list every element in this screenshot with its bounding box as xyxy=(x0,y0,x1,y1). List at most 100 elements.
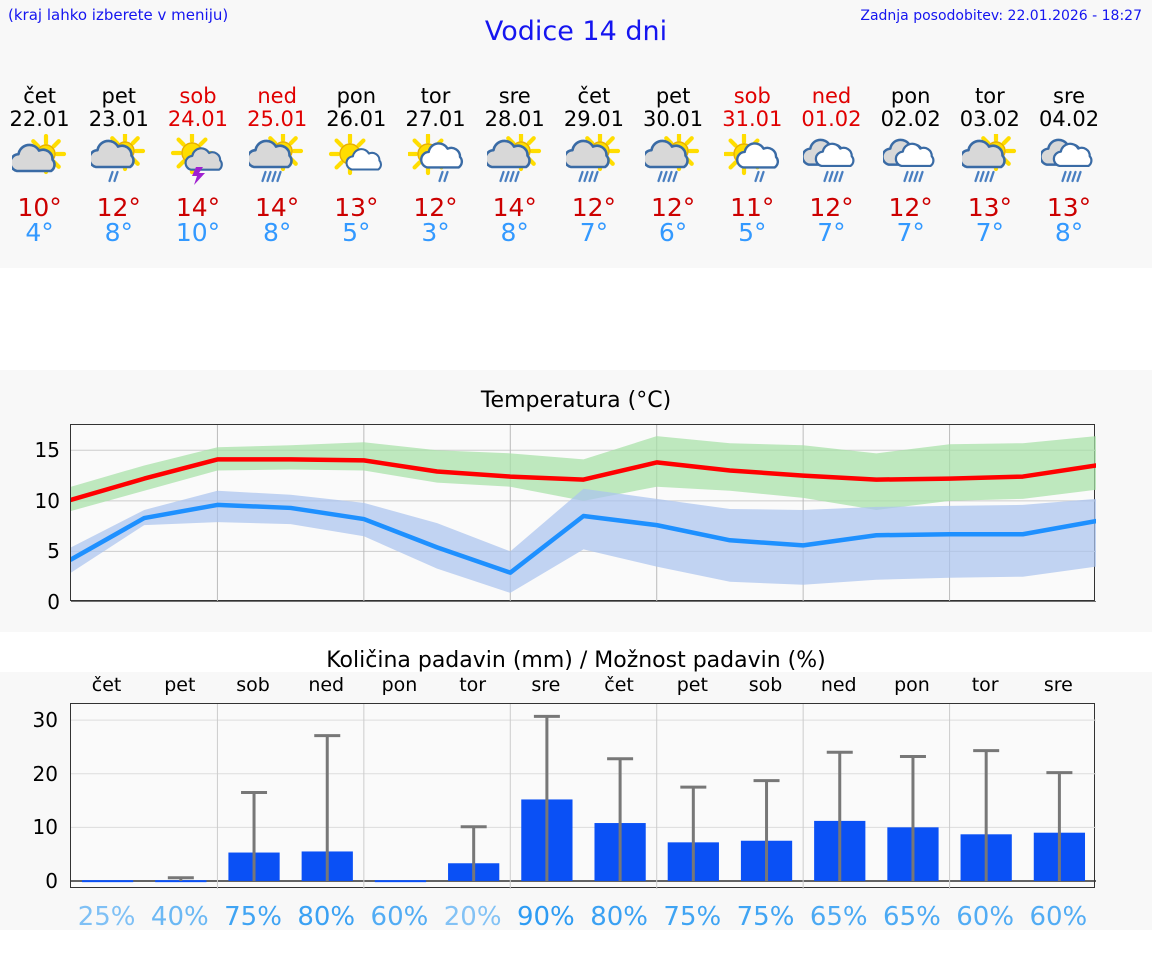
day-max-temp: 11° xyxy=(730,193,775,223)
day-min-temp: 5° xyxy=(738,218,767,248)
temperature-y-tick: 15 xyxy=(34,438,60,463)
day-date: 22.01 xyxy=(9,106,70,131)
forecast-day-5[interactable]: tor 27.01 12° 3° xyxy=(396,84,475,248)
precipitation-probability: 60% xyxy=(370,902,429,932)
day-min-temp: 7° xyxy=(817,218,846,248)
location-menu-hint[interactable]: (kraj lahko izberete v meniju) xyxy=(8,6,229,24)
day-max-temp: 13° xyxy=(334,193,379,223)
last-updated: Zadnja posodobitev: 22.01.2026 - 18:27 xyxy=(860,8,1142,24)
forecast-day-3[interactable]: ned 25.01 14° 8° xyxy=(238,84,317,248)
precipitation-day-label: pon xyxy=(894,674,930,696)
partly-cloudy-rain-icon xyxy=(565,133,622,191)
forecast-day-12[interactable]: tor 03.02 13° 7° xyxy=(950,84,1029,248)
day-date: 27.01 xyxy=(405,106,466,131)
partly-cloudy-rain-icon xyxy=(249,133,305,191)
day-max-temp: 14° xyxy=(175,193,221,223)
forecast-day-0[interactable]: čet 22.01 10° 4° xyxy=(0,84,79,248)
precipitation-day-label: čet xyxy=(604,674,634,696)
day-max-temp: 12° xyxy=(96,193,141,223)
precipitation-day-label: čet xyxy=(91,674,122,696)
precipitation-day-label: pet xyxy=(164,674,196,696)
sun-thunderstorm-icon xyxy=(170,133,226,191)
precipitation-probability: 65% xyxy=(883,902,941,932)
forecast-day-6[interactable]: sre 28.01 14° 8° xyxy=(475,85,554,248)
forecast-day-7[interactable]: čet 29.01 12° 7° xyxy=(554,85,633,247)
day-min-temp: 7° xyxy=(975,218,1005,248)
day-of-week: tor xyxy=(420,84,451,108)
sunny-cloud-icon xyxy=(328,133,384,191)
partly-cloudy-light-rain-icon xyxy=(90,133,147,191)
day-min-temp: 8° xyxy=(500,218,529,248)
page-header: (kraj lahko izberete v meniju) Vodice 14… xyxy=(0,0,1152,85)
day-date: 30.01 xyxy=(643,106,704,131)
partly-cloudy-rain-icon xyxy=(486,133,543,191)
forecast-days-row: čet 22.01 10° 4° pet 23.01 12° 8° sob 24.01 14°… xyxy=(0,84,1152,248)
precipitation-probability: 65% xyxy=(809,902,868,932)
sunny-cloud-light-rain-icon xyxy=(407,133,464,191)
forecast-day-9[interactable]: sob 31.01 11° 5° xyxy=(713,84,792,248)
precipitation-probability: 60% xyxy=(1029,902,1088,932)
day-of-week: tor xyxy=(974,84,1005,108)
day-min-temp: 3° xyxy=(421,218,450,248)
day-max-temp: 12° xyxy=(888,193,933,223)
day-date: 01.02 xyxy=(801,106,862,131)
precipitation-day-label: sob xyxy=(236,674,270,696)
day-of-week: čet xyxy=(23,84,56,108)
precipitation-probability: 20% xyxy=(443,902,502,932)
temperature-y-tick: 10 xyxy=(34,488,60,513)
precipitation-day-label: ned xyxy=(820,674,857,696)
precipitation-day-label: sre xyxy=(531,674,561,696)
day-date: 29.01 xyxy=(563,106,624,131)
day-of-week: ned xyxy=(257,84,297,108)
day-max-temp: 12° xyxy=(413,193,458,223)
temperature-chart-title: Temperatura (°C) xyxy=(480,388,672,413)
day-date: 02.02 xyxy=(880,106,941,131)
forecast-day-2[interactable]: sob 24.01 14° 10° xyxy=(158,85,237,247)
day-of-week: pon xyxy=(336,84,377,108)
day-of-week: pon xyxy=(890,84,931,108)
precipitation-probability: 80% xyxy=(590,902,648,932)
precipitation-probability: 75% xyxy=(224,902,282,932)
day-min-temp: 8° xyxy=(104,218,133,248)
temperature-chart-plot xyxy=(70,424,1096,602)
precipitation-probability: 75% xyxy=(736,902,795,932)
precipitation-y-tick: 20 xyxy=(32,761,58,786)
day-max-temp: 13° xyxy=(1046,193,1092,223)
precipitation-day-label: tor xyxy=(971,674,999,696)
precipitation-y-tick: 30 xyxy=(32,708,58,733)
precipitation-day-label: sob xyxy=(748,674,783,696)
day-date: 23.01 xyxy=(88,106,149,131)
precipitation-day-label: tor xyxy=(459,674,487,696)
cloudy-rain-icon xyxy=(882,133,939,191)
day-max-temp: 13° xyxy=(967,193,1012,223)
precipitation-day-label: pet xyxy=(676,674,708,696)
precipitation-day-label: pon xyxy=(381,674,418,696)
day-max-temp: 12° xyxy=(809,193,854,223)
precipitation-probability: 80% xyxy=(297,902,356,932)
day-min-temp: 4° xyxy=(25,218,54,248)
precipitation-day-label: ned xyxy=(308,674,345,696)
forecast-day-10[interactable]: ned 01.02 12° 7° xyxy=(792,85,871,248)
forecast-day-13[interactable]: sre 04.02 13° 8° xyxy=(1029,85,1108,247)
sunny-cloud-light-rain-icon xyxy=(724,133,780,191)
temperature-y-tick: 0 xyxy=(47,590,60,614)
forecast-day-11[interactable]: pon 02.02 12° 7° xyxy=(871,84,950,248)
day-min-temp: 8° xyxy=(262,218,292,248)
day-min-temp: 7° xyxy=(896,218,925,248)
day-date: 28.01 xyxy=(484,106,545,131)
forecast-day-1[interactable]: pet 23.01 12° 8° xyxy=(79,85,158,248)
day-max-temp: 14° xyxy=(255,193,300,223)
day-of-week: sob xyxy=(733,84,771,108)
precipitation-y-tick: 10 xyxy=(32,815,58,840)
precipitation-probability: 25% xyxy=(77,902,136,932)
page-title: Vodice 14 dni xyxy=(484,16,668,47)
temperature-y-tick: 5 xyxy=(47,539,60,564)
precipitation-probability: 75% xyxy=(663,902,722,932)
precipitation-y-tick: 0 xyxy=(45,868,58,893)
precipitation-chart-plot xyxy=(70,703,1096,889)
forecast-day-8[interactable]: pet 30.01 12° 6° xyxy=(634,85,713,247)
forecast-day-4[interactable]: pon 26.01 13° 5° xyxy=(317,84,396,247)
forecast-strip: čet 22.01 10° 4° pet 23.01 12° 8° sob 24.01 14°… xyxy=(0,85,1152,268)
partly-cloudy-rain-icon xyxy=(961,133,1018,191)
day-date: 03.02 xyxy=(959,106,1020,131)
